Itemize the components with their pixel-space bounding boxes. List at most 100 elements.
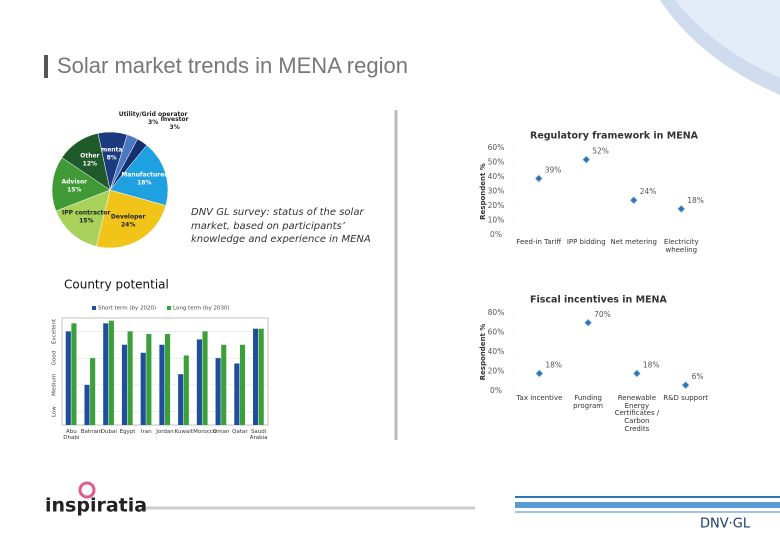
data-point [677,204,686,213]
bar [178,374,184,425]
pie-slice [55,189,111,247]
data-point [584,318,593,327]
y-tick-label: 20% [488,201,505,210]
legend-swatch [167,306,171,310]
y-tick-label: 40% [488,172,505,181]
data-point [681,381,690,390]
bar [183,355,189,425]
y-tick-label: Excellent [52,318,58,344]
pie-label: Investor [161,116,189,123]
x-tick-label: Funding program [573,394,604,410]
bar [140,352,146,425]
corner-decoration [660,0,780,95]
chart-title: Country potential [64,278,169,292]
slide-title: Solar market trends in MENA region [57,53,408,78]
x-tick-label: Dubai [100,429,117,435]
pie-value-label: 15% [79,218,93,225]
y-tick-label: 60% [488,143,505,152]
data-point [629,196,638,205]
x-tick-label: Tax incentive [516,394,563,402]
bar [221,344,227,425]
data-point [582,155,591,164]
bar [71,323,77,425]
footer-stripe [515,502,780,508]
x-tick-label: Net metering [610,238,657,246]
x-tick-label: Qatar [232,429,248,435]
pie-label: Manufacturer [121,172,167,179]
pie-value-label: 8% [107,155,117,162]
x-tick-label: Abu Dhabi [63,429,80,442]
bar [90,358,96,425]
pie-slice [109,144,169,206]
value-label: 18% [545,360,562,369]
legend-label: Long term (by 2030) [173,306,230,312]
value-label: 6% [692,372,704,381]
x-tick-label: Oman [212,429,230,435]
y-tick-label: 20% [488,367,505,376]
x-tick-label: Jordan [156,429,174,435]
legend-swatch [92,306,96,310]
bar [202,331,208,425]
x-tick-label: R&D support [663,394,709,402]
data-point [534,174,543,183]
pie-label: Utility/Grid operator [119,111,188,118]
pie-label: IPP contractor [62,210,110,217]
y-tick-label: 10% [488,216,505,225]
bar [239,344,246,425]
x-tick-label: Renewable Energy Certificates / Carbon C… [614,394,660,433]
y-tick-label: Low [52,406,58,417]
logo-dnvgl: DNV·GL [700,517,751,532]
y-tick-label: 30% [488,187,505,196]
logo-inspiratia: inspiratia [45,495,147,517]
x-tick-label: Egypt [119,429,136,435]
pie-value-label: 24% [121,222,135,229]
chart-title: Fiscal incentives in MENA [530,295,667,306]
x-tick-label: Saudi Arabia [249,429,268,442]
pie-label: Governmental Entity [77,147,147,154]
value-label: 18% [643,360,660,369]
y-tick-label: 0% [490,230,502,239]
y-tick-label: Good [52,351,58,365]
y-axis-label: Respondent % [479,163,487,220]
pie-value-label: 15% [67,187,81,194]
value-label: 24% [640,187,657,196]
pie-label: Other [80,153,99,160]
legend-label: Short term (by 2020) [98,306,156,312]
x-tick-label: Iran [140,429,152,435]
bar [253,328,259,425]
bar [103,323,109,425]
bar [127,331,133,425]
bar [121,344,128,425]
x-tick-label: Bahrain [80,429,102,435]
value-label: 70% [594,310,611,319]
x-tick-label: Morocco [193,429,217,435]
logo-mark [78,481,96,499]
y-tick-label: 60% [488,328,505,337]
y-axis-label: Respondent % [479,324,487,381]
x-tick-label: Electricity wheeling [663,238,699,254]
bar [234,363,240,425]
title-bar [44,55,48,78]
pie-value-label: 18% [137,180,151,187]
survey-caption: DNV GL survey: status of the solar marke… [191,207,371,245]
pie-label: Developer [111,214,146,221]
x-tick-label: Feed-in Tariff [516,238,562,246]
pie-value-label: 3% [170,124,180,131]
bar [84,384,90,425]
x-tick-label: Kuwait [174,429,193,435]
bar [65,331,71,425]
pie-label: Advisor [61,179,87,186]
value-label: 52% [592,147,609,156]
data-point [535,369,544,378]
bar [159,344,165,425]
y-tick-label: 40% [488,347,505,356]
bar [196,339,202,425]
bar [165,334,171,425]
bar [258,328,264,425]
y-tick-label: 50% [488,158,505,167]
pie-slice [95,189,167,249]
value-label: 18% [687,196,704,205]
x-tick-label: IPP bidding [566,238,606,246]
